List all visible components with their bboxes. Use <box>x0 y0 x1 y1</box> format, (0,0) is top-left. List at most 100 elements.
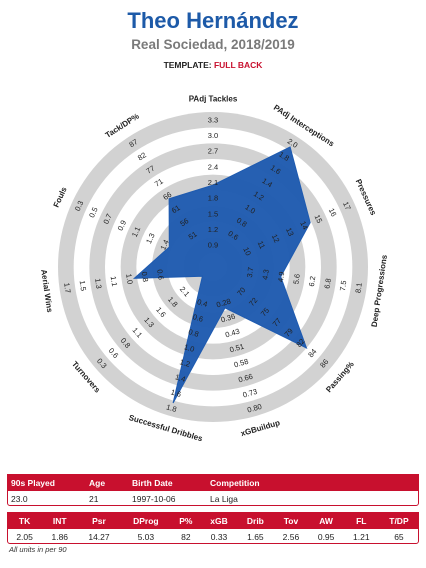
template-value: FULL BACK <box>213 60 263 70</box>
radar-tick-label: 0.58 <box>233 357 250 370</box>
radar-tick-label: 51 <box>187 229 199 241</box>
radar-tick-label: 1.4 <box>158 238 171 251</box>
radar-tick-label: 2.4 <box>208 162 218 171</box>
radar-tick-label: 0.8 <box>187 327 200 339</box>
radar-tick-label: 0.5 <box>87 206 100 219</box>
radar-tick-label: 6.8 <box>323 278 333 290</box>
radar-tick-label: 0.4 <box>196 297 209 309</box>
stats-value-cell: 5.03 <box>137 532 155 542</box>
radar-tick-label: 1.5 <box>208 209 218 218</box>
stats-value-cell: 0.95 <box>317 532 335 542</box>
stats-header-cell: FL <box>343 512 379 529</box>
radar-tick-label: 3.0 <box>208 131 218 140</box>
stats-value-row: 2.05 1.86 14.27 5.03 82 0.33 1.65 2.56 0… <box>7 529 419 545</box>
radar-tick-label: 1.6 <box>170 387 183 399</box>
radar-tick-label: 0.51 <box>229 342 246 355</box>
radar-tick-label: 77 <box>144 164 156 176</box>
radar-tick-label: 8.1 <box>354 282 364 294</box>
radar-tick-label: 11 <box>256 239 267 250</box>
radar-tick-label: 16 <box>327 207 339 218</box>
radar-tick-label: 4.3 <box>260 269 270 281</box>
team-season: Real Sociedad, 2018/2019 <box>131 37 295 52</box>
radar-tick-label: 1.0 <box>124 273 134 285</box>
radar-tick-label: 0.80 <box>246 402 263 415</box>
stats-header-cell: Tov <box>273 512 309 529</box>
radar-tick-label: 1.1 <box>130 225 143 238</box>
stats-header-cell: TK <box>7 512 43 529</box>
radar-tick-label: 17 <box>341 200 353 211</box>
stats-value-cell: 2.05 <box>16 532 33 542</box>
stats-value-cell: 1.86 <box>51 532 69 542</box>
stats-table: TK INT Psr DProg P% xGB Drib Tov AW FL T… <box>7 512 419 545</box>
radar-tick-label: 71 <box>153 177 165 189</box>
radar-tick-label: 6.2 <box>307 275 317 287</box>
player-name: Theo Hernández <box>127 8 299 33</box>
stats-value-cell: 14.27 <box>88 532 110 542</box>
radar-tick-label: 1.3 <box>144 232 157 245</box>
radar-axis-label: Deep Progressions <box>370 254 389 328</box>
radar-tick-label: 1.8 <box>165 402 178 414</box>
radar-axis-label: Aerial Wins <box>39 269 54 314</box>
template-label: TEMPLATE: <box>163 60 212 70</box>
radar-tick-label: 1.5 <box>78 280 88 292</box>
stats-value-cell: 1.65 <box>247 532 264 542</box>
bio-header-cell: Birth Date <box>128 474 206 491</box>
radar-tick-label: 0.43 <box>224 327 241 340</box>
radar-tick-label: 1.3 <box>93 278 103 290</box>
stats-header-cell: Psr <box>77 512 121 529</box>
bio-value-row: 23.0 21 1997-10-06 La Liga <box>7 491 419 507</box>
radar-axis-label: PAdj Tackles <box>189 95 238 104</box>
radar-tick-label: 56 <box>178 216 190 228</box>
bio-value-cell: 1997-10-06 <box>132 494 176 504</box>
stats-header-cell: AW <box>308 512 344 529</box>
stats-value-cell: 2.56 <box>282 532 300 542</box>
template-line: TEMPLATE: FULL BACK <box>0 60 426 70</box>
radar-tick-label: 2.7 <box>208 147 218 156</box>
radar-tick-label: 0.9 <box>116 219 129 232</box>
radar-tick-label: 12 <box>270 233 282 244</box>
bio-header-cell: 90s Played <box>7 474 85 491</box>
stats-header-cell: xGB <box>200 512 238 529</box>
radar-tick-label: 0.9 <box>208 241 218 250</box>
radar-tick-label: 5.6 <box>291 273 301 285</box>
radar-tick-label: 0.3 <box>73 199 86 212</box>
bio-header-cell: Age <box>85 474 128 491</box>
radar-tick-label: 82 <box>136 150 148 162</box>
radar-tick-label: 66 <box>161 190 173 202</box>
radar-tick-label: 15 <box>313 213 325 224</box>
radar-tick-label: 0.73 <box>242 387 259 400</box>
radar-tick-label: 1.7 <box>62 282 72 294</box>
radar-tick-label: 3.7 <box>245 266 255 278</box>
stats-value-cell: 65 <box>394 532 404 542</box>
stats-value-cell: 0.33 <box>210 532 228 542</box>
radar-axis-label: xGBuildup <box>240 418 281 438</box>
stats-header-cell: P% <box>171 512 201 529</box>
bio-value-cell: 21 <box>89 494 99 504</box>
radar-tick-label: 2.1 <box>208 178 218 187</box>
radar-tick-label: 1.2 <box>179 357 192 369</box>
radar-tick-label: 0.6 <box>155 269 165 281</box>
stats-value-cell: 82 <box>181 532 191 542</box>
radar-chart: 0.9 1.2 1.5 1.8 2.1 2.4 2.7 3.0 3.3 PAdj Tackles 0… <box>39 95 389 444</box>
stats-header-cell: DProg <box>120 512 172 529</box>
stats-value-cell: 1.21 <box>353 532 370 542</box>
radar-tick-label: 0.66 <box>237 372 254 385</box>
radar-polygon <box>132 146 311 404</box>
radar-tick-label: 61 <box>170 203 182 215</box>
radar-tick-label: 1.2 <box>208 225 218 234</box>
radar-tick-label: 7.5 <box>338 280 348 292</box>
radar-tick-label: 10 <box>241 246 253 257</box>
radar-tick-label: 4.9 <box>276 271 286 283</box>
radar-tick-label: 87 <box>127 137 139 149</box>
radar-tick-label: 1.0 <box>183 342 196 354</box>
radar-tick-label: 13 <box>284 226 296 237</box>
radar-tick-label: 1.4 <box>174 372 187 384</box>
stats-header-cell: T/DP <box>378 512 419 529</box>
radar-tick-label: 0.7 <box>101 212 114 225</box>
stats-header-cell: Drib <box>237 512 274 529</box>
radar-tick-label: 0.36 <box>220 312 237 325</box>
radar-tick-label: 14 <box>298 220 310 231</box>
units-footnote: All units in per 90 <box>9 545 67 554</box>
stats-header-row: TK INT Psr DProg P% xGB Drib Tov AW FL T… <box>7 512 419 529</box>
radar-tick-label: 0.6 <box>192 312 205 324</box>
